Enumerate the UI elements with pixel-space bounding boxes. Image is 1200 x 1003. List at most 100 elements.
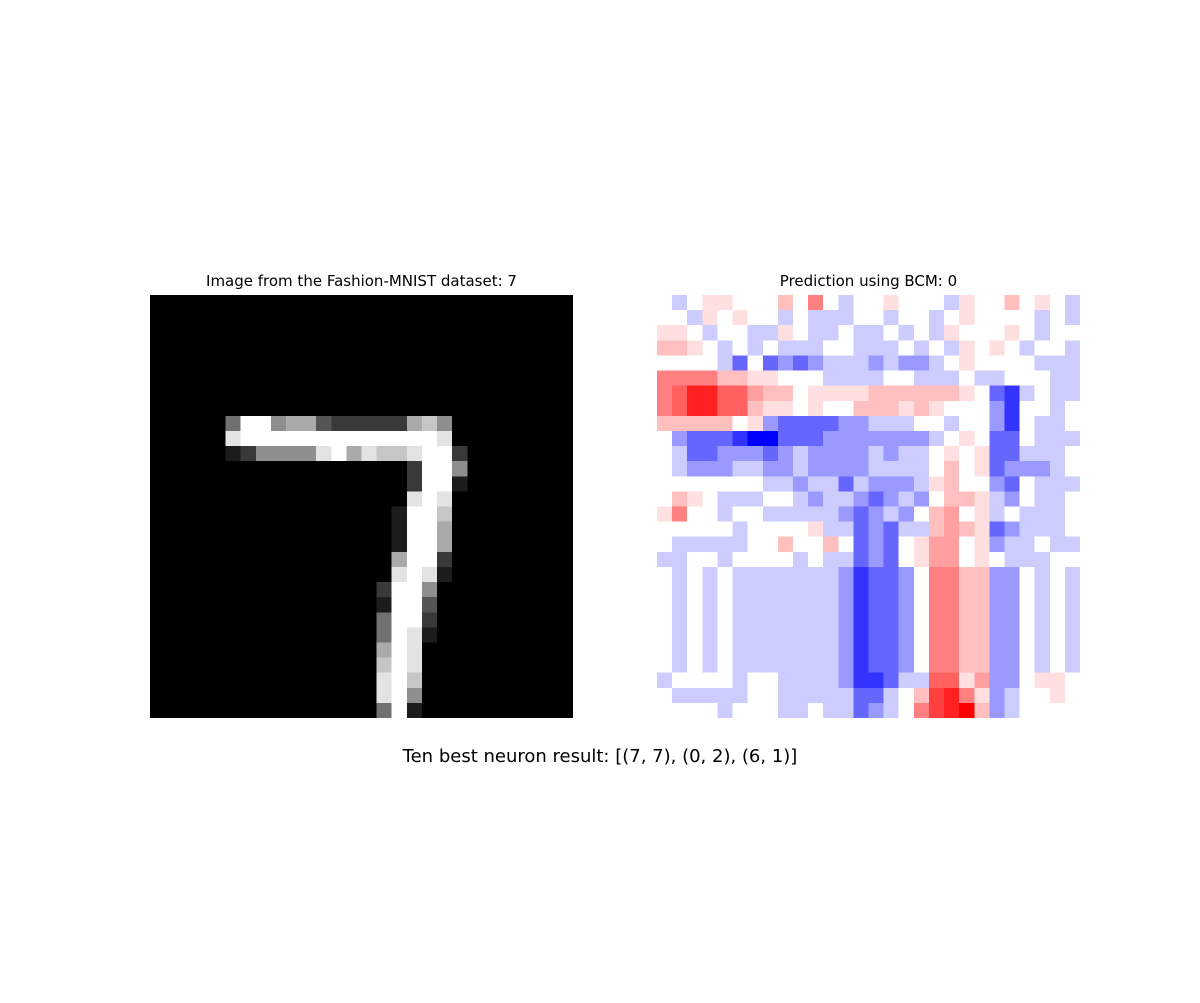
weight-cell xyxy=(989,551,1005,568)
pixel-cell xyxy=(497,551,513,568)
pixel-cell xyxy=(391,325,408,341)
weight-cell xyxy=(1004,430,1020,447)
pixel-cell xyxy=(391,355,408,371)
pixel-cell xyxy=(180,430,196,447)
weight-cell xyxy=(732,597,748,613)
weight-cell xyxy=(823,597,839,613)
weight-cell xyxy=(792,627,809,643)
pixel-cell xyxy=(421,310,438,326)
pixel-cell xyxy=(467,491,483,507)
pixel-cell xyxy=(497,702,513,718)
pixel-cell xyxy=(150,325,166,341)
pixel-cell xyxy=(285,400,302,417)
pixel-cell xyxy=(512,400,528,417)
pixel-cell xyxy=(150,430,166,447)
pixel-cell xyxy=(452,355,468,371)
weight-cell xyxy=(989,400,1005,417)
pixel-cell xyxy=(240,506,257,522)
pixel-cell xyxy=(482,506,498,522)
weight-cell xyxy=(747,582,764,598)
weight-cell xyxy=(838,370,854,386)
pixel-cell xyxy=(165,702,181,718)
pixel-cell xyxy=(421,642,438,658)
pixel-cell xyxy=(285,702,302,718)
weight-cell xyxy=(687,627,703,643)
pixel-cell xyxy=(150,491,166,507)
pixel-cell xyxy=(150,415,166,432)
weight-cell xyxy=(1019,566,1035,583)
pixel-cell xyxy=(240,612,257,628)
weight-cell xyxy=(717,551,733,568)
weight-cell xyxy=(1064,566,1080,583)
pixel-cell xyxy=(497,295,513,311)
weight-cell xyxy=(853,597,869,613)
weight-cell xyxy=(762,672,779,689)
weight-cell xyxy=(853,340,869,356)
pixel-cell xyxy=(301,612,317,628)
pixel-cell xyxy=(376,415,393,432)
pixel-cell xyxy=(406,612,423,628)
weight-cell xyxy=(732,657,748,673)
pixel-cell xyxy=(391,415,408,432)
pixel-cell xyxy=(467,687,483,704)
weight-cell xyxy=(898,506,915,522)
weight-cell xyxy=(898,340,915,356)
pixel-cell xyxy=(301,687,317,704)
pixel-cell xyxy=(255,612,272,628)
weight-cell xyxy=(792,612,809,628)
pixel-cell xyxy=(437,657,453,673)
pixel-cell xyxy=(316,702,332,718)
pixel-cell xyxy=(437,355,453,371)
weight-cell xyxy=(989,642,1005,658)
weight-cell xyxy=(913,672,930,689)
weight-cell xyxy=(732,551,748,568)
weight-cell xyxy=(792,385,809,402)
weight-cell xyxy=(672,672,688,689)
weight-cell xyxy=(928,551,945,568)
weight-cell xyxy=(687,476,703,492)
pixel-cell xyxy=(527,536,544,553)
pixel-cell xyxy=(421,491,438,507)
weight-cell xyxy=(702,310,718,326)
weight-cell xyxy=(928,597,945,613)
pixel-cell xyxy=(421,551,438,568)
pixel-cell xyxy=(180,687,196,704)
weight-cell xyxy=(792,325,809,341)
weight-cell xyxy=(717,521,733,538)
pixel-cell xyxy=(512,687,528,704)
weight-cell xyxy=(1004,446,1020,462)
weight-cell xyxy=(747,340,764,356)
weight-cell xyxy=(792,672,809,689)
weight-cell xyxy=(762,491,779,507)
weight-cell xyxy=(1064,340,1080,356)
weight-cell xyxy=(687,657,703,673)
pixel-cell xyxy=(391,566,408,583)
pixel-cell xyxy=(331,340,347,356)
pixel-cell xyxy=(270,430,287,447)
pixel-cell xyxy=(195,491,211,507)
pixel-cell xyxy=(195,295,211,311)
weight-cell xyxy=(974,370,990,386)
pixel-cell xyxy=(512,415,528,432)
weight-cell xyxy=(1019,642,1035,658)
pixel-cell xyxy=(361,627,377,643)
pixel-cell xyxy=(165,491,181,507)
pixel-cell xyxy=(316,582,332,598)
weight-cell xyxy=(657,430,673,447)
pixel-cell xyxy=(225,491,241,507)
weight-cell xyxy=(702,612,718,628)
pixel-cell xyxy=(376,702,393,718)
weight-cell xyxy=(657,295,673,311)
weight-cell xyxy=(1049,491,1066,507)
pixel-cell xyxy=(391,612,408,628)
weight-cell xyxy=(777,415,794,432)
weight-cell xyxy=(823,536,839,553)
pixel-cell xyxy=(542,415,559,432)
weight-cell xyxy=(898,295,915,311)
pixel-cell xyxy=(557,461,573,477)
pixel-cell xyxy=(527,657,544,673)
weight-cell xyxy=(672,536,688,553)
pixel-cell xyxy=(346,702,362,718)
pixel-cell xyxy=(150,476,166,492)
pixel-cell xyxy=(406,582,423,598)
